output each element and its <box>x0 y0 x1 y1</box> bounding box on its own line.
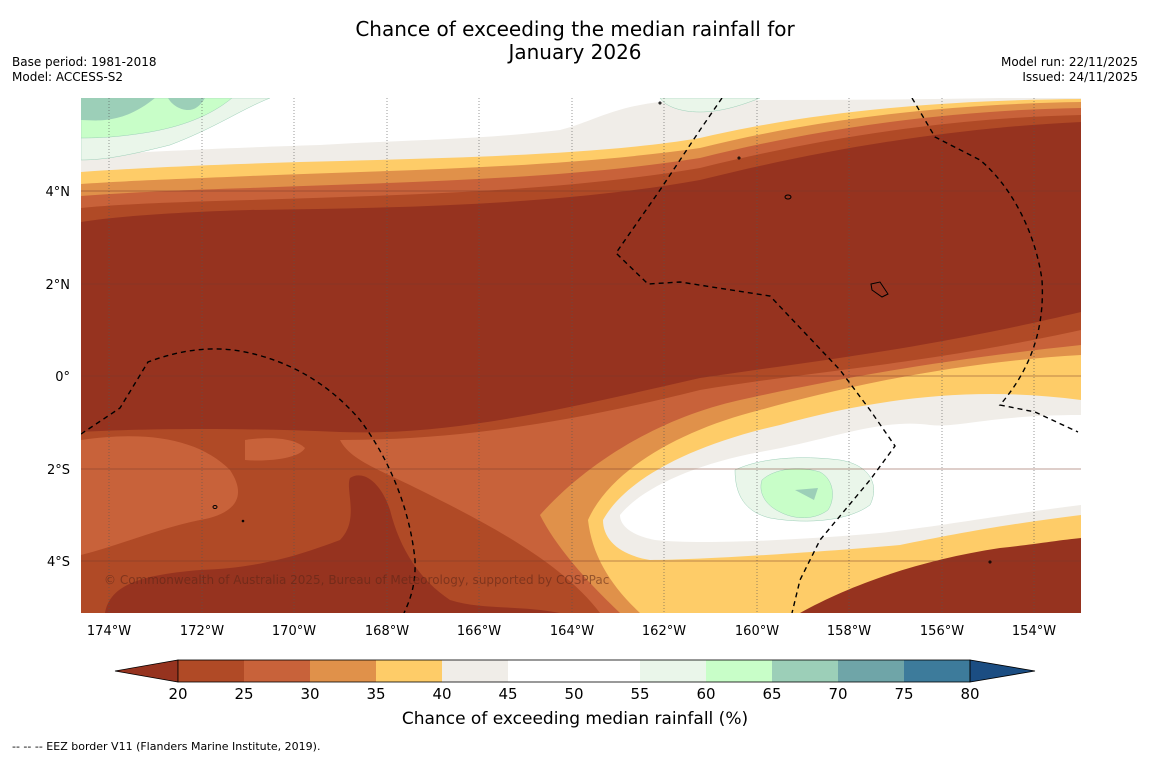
island-5 <box>212 505 218 509</box>
south-orange-brown-left <box>81 436 239 555</box>
lat-label-0: 0° <box>55 370 70 385</box>
title-line-1: Chance of exceeding the median rainfall … <box>355 17 795 41</box>
island-7 <box>988 560 992 564</box>
island-3 <box>737 156 741 160</box>
south-deep-brown-left <box>105 475 560 613</box>
colorbar-outline <box>177 659 971 683</box>
north-teal-green-2 <box>168 98 205 110</box>
north-teal-green <box>81 98 155 121</box>
colorbar-segment <box>310 660 376 682</box>
colorbar-tick-label: 70 <box>828 685 847 703</box>
colorbar-segment <box>838 660 904 682</box>
colorbar-segment <box>904 660 970 682</box>
model-label: Model: ACCESS-S2 <box>12 70 124 84</box>
colorbar-tick-label: 35 <box>366 685 385 703</box>
graticule <box>108 98 1035 613</box>
colorbar-tick-label: 65 <box>762 685 781 703</box>
lon-label-154w: 154°W <box>1012 624 1056 639</box>
lon-label-174w: 174°W <box>87 624 131 639</box>
colorbar-tick-label: 30 <box>300 685 319 703</box>
lat-label-2n: 2°N <box>46 278 71 293</box>
lon-label-162w: 162°W <box>642 624 686 639</box>
north-band-white <box>81 98 1000 155</box>
latitude-labels: 4°N 2°N 0° 2°S 4°S <box>46 185 71 570</box>
copyright-text: © Commonwealth of Australia 2025, Bureau… <box>104 573 609 587</box>
south-orange-brown-patch <box>245 438 305 461</box>
contour-layer: © Commonwealth of Australia 2025, Bureau… <box>81 98 1081 613</box>
colorbar-tick-label: 75 <box>894 685 913 703</box>
colorbar: 20 25 30 35 40 45 50 55 60 65 70 75 80 <box>114 659 1036 703</box>
eez-footnote: -- -- -- EEZ border V11 (Flanders Marine… <box>12 740 321 753</box>
longitude-labels: 174°W 172°W 170°W 168°W 166°W 164°W 162°… <box>87 624 1056 639</box>
colorbar-segment <box>772 660 838 682</box>
colorbar-title: Chance of exceeding median rainfall (%) <box>401 709 749 729</box>
issued-label: Issued: 24/11/2025 <box>1022 70 1138 84</box>
lon-label-172w: 172°W <box>180 624 224 639</box>
colorbar-segment <box>178 660 244 682</box>
island-4 <box>658 101 662 105</box>
lon-label-158w: 158°W <box>827 624 871 639</box>
colorbar-segment <box>640 660 706 682</box>
islands <box>212 101 992 564</box>
colorbar-segment <box>706 660 772 682</box>
lat-label-4s: 4°S <box>47 555 70 570</box>
eez-border-east <box>911 98 1079 433</box>
island-1 <box>784 194 792 200</box>
south-teal-green <box>795 488 818 500</box>
eez-border-west <box>81 348 416 613</box>
colorbar-segment <box>574 660 640 682</box>
colorbar-segment <box>376 660 442 682</box>
title-line-2: January 2026 <box>508 40 642 64</box>
model-run-label: Model run: 22/11/2025 <box>1000 55 1138 69</box>
eez-borders <box>81 98 1079 613</box>
colorbar-extend-high <box>969 659 1036 683</box>
lon-label-170w: 170°W <box>272 624 316 639</box>
colorbar-tick-label: 80 <box>960 685 979 703</box>
map-title: Chance of exceeding the median rainfall … <box>0 18 1150 64</box>
south-deep-brown-right <box>800 538 1081 613</box>
parallels <box>81 190 1081 562</box>
colorbar-tick-label: 45 <box>498 685 517 703</box>
lon-label-156w: 156°W <box>920 624 964 639</box>
colorbar-tick-label: 40 <box>432 685 451 703</box>
colorbar-tick-label: 50 <box>564 685 583 703</box>
island-6 <box>241 519 245 523</box>
colorbar-tick-label: 55 <box>630 685 649 703</box>
lat-label-2s: 2°S <box>47 463 70 478</box>
lon-label-166w: 166°W <box>457 624 501 639</box>
meta-right: Model run: 22/11/2025 Issued: 24/11/2025 <box>1001 55 1138 85</box>
base-period-label: Base period: 1981-2018 <box>12 55 157 69</box>
colorbar-tick-label: 60 <box>696 685 715 703</box>
meta-left: Base period: 1981-2018 Model: ACCESS-S2 <box>12 55 157 85</box>
colorbar-extend-low <box>114 659 179 683</box>
colorbar-tick-label: 20 <box>168 685 187 703</box>
colorbar-tick-label: 25 <box>234 685 253 703</box>
eez-border-central <box>615 98 896 613</box>
colorbar-segment <box>508 660 574 682</box>
north-pale-green-2 <box>659 98 761 113</box>
lat-label-4n: 4°N <box>46 185 71 200</box>
colorbar-segment <box>244 660 310 682</box>
lon-label-164w: 164°W <box>550 624 594 639</box>
colorbar-segment <box>442 660 508 682</box>
island-2 <box>870 281 889 298</box>
lon-label-160w: 160°W <box>735 624 779 639</box>
lon-label-168w: 168°W <box>365 624 409 639</box>
